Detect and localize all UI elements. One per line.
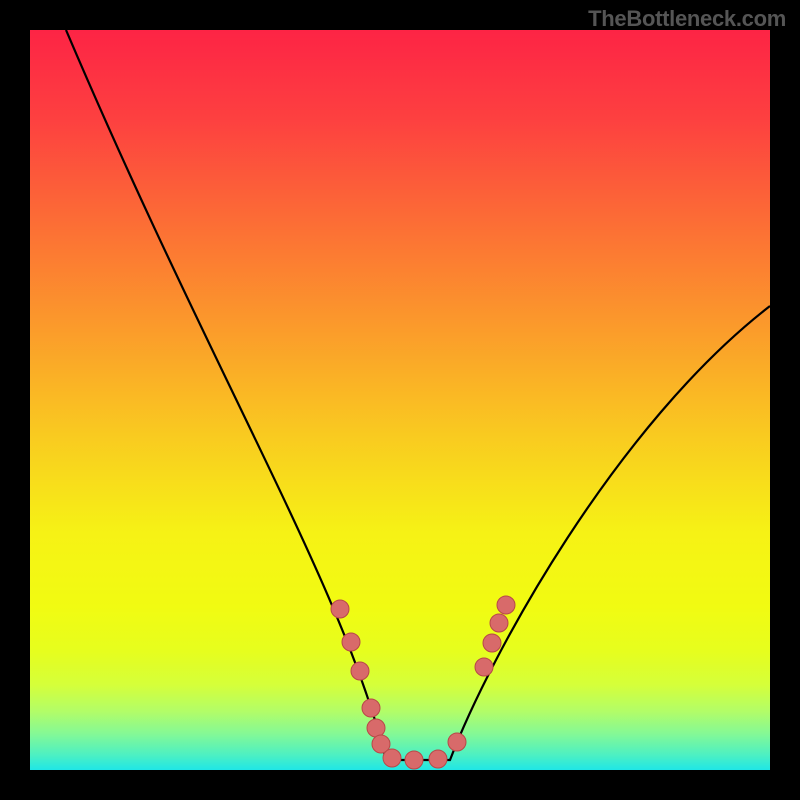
marker-point	[497, 596, 515, 614]
marker-point	[367, 719, 385, 737]
marker-point	[351, 662, 369, 680]
marker-point	[483, 634, 501, 652]
marker-point	[490, 614, 508, 632]
marker-point	[362, 699, 380, 717]
marker-point	[475, 658, 493, 676]
marker-point	[405, 751, 423, 769]
gradient-background	[30, 30, 770, 770]
chart-container: TheBottleneck.com	[0, 0, 800, 800]
marker-point	[429, 750, 447, 768]
plot-area	[30, 30, 770, 770]
marker-point	[448, 733, 466, 751]
chart-svg	[30, 30, 770, 770]
watermark-text: TheBottleneck.com	[588, 6, 786, 32]
marker-point	[383, 749, 401, 767]
marker-point	[342, 633, 360, 651]
marker-point	[331, 600, 349, 618]
